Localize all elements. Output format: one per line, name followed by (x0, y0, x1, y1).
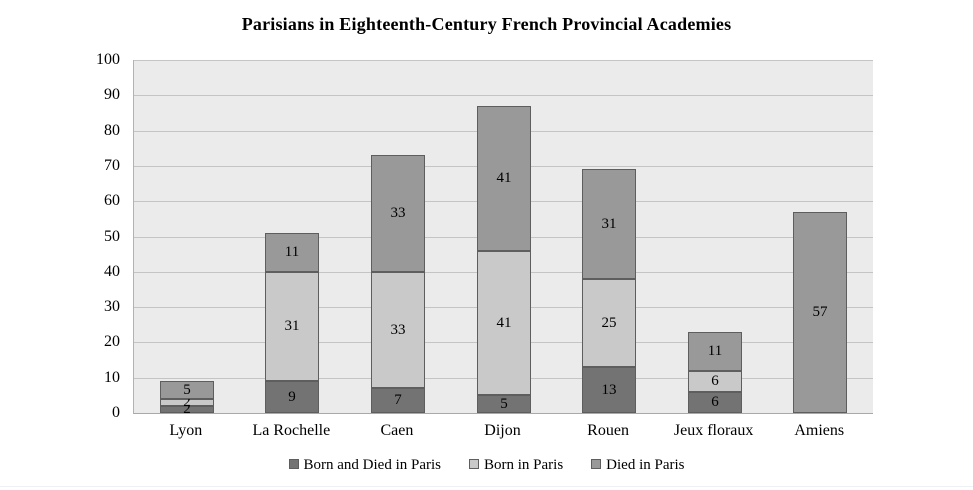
bar-segment: 11 (265, 233, 319, 272)
bar-value-label: 41 (496, 314, 512, 331)
bar-segment: 25 (582, 279, 636, 367)
y-tick-label: 80 (104, 121, 120, 139)
bar-value-label: 6 (711, 373, 719, 389)
bar-value-label: 7 (394, 392, 402, 408)
bar-segment: 41 (477, 106, 531, 251)
bottom-divider (0, 486, 973, 487)
bar-value-label: 11 (707, 343, 723, 359)
bar-segment: 5 (477, 395, 531, 413)
chart-title: Parisians in Eighteenth-Century French P… (241, 14, 732, 34)
y-tick-label: 90 (104, 86, 120, 104)
legend: Born and Died in Paris Born in Paris Died … (0, 457, 973, 474)
legend-swatch (468, 458, 479, 469)
bar-value-label: 13 (601, 381, 617, 398)
y-tick-label: 50 (104, 227, 120, 245)
bar-value-label: 2 (183, 394, 191, 410)
legend-swatch (591, 458, 602, 469)
bar-value-label: 31 (601, 215, 617, 232)
gridline (134, 60, 873, 61)
bar-value-label: 33 (390, 205, 406, 221)
bar-segment: 31 (265, 272, 319, 381)
bar-value-label: 33 (390, 321, 406, 338)
x-category-label: Amiens (794, 422, 845, 439)
bar-segment: 31 (582, 169, 636, 279)
y-tick-label: 60 (104, 192, 120, 210)
bar-segment: 33 (371, 272, 425, 388)
gridline (134, 95, 873, 96)
bar-segment: 13 (582, 367, 636, 413)
bar-value-label: 57 (812, 304, 828, 320)
bar-segment: 5 (160, 381, 214, 399)
x-category-label: Jeux floraux (673, 422, 754, 439)
bar-segment: 6 (688, 371, 742, 392)
bar-segment: 57 (793, 212, 847, 413)
bar-value-label: 6 (711, 394, 719, 410)
y-tick-label: 0 (112, 404, 120, 421)
bar-value-label: 9 (288, 388, 296, 405)
bar-segment: 2 (160, 395, 214, 410)
y-tick-label: 20 (104, 333, 120, 351)
y-tick-label: 70 (104, 156, 120, 174)
x-category-label: Dijon (484, 422, 521, 439)
x-category-label: Caen (380, 422, 414, 439)
legend-item: Died in Paris (591, 457, 684, 474)
x-category-label: Lyon (169, 422, 203, 439)
y-axis-labels: 0 10 20 30 40 50 60 70 80 90 100 (0, 0, 133, 490)
y-tick-label: 40 (104, 262, 120, 280)
legend-label: Born and Died in Paris (303, 457, 441, 473)
bar-value-label: 5 (500, 395, 508, 412)
x-axis-labels: Lyon La Rochelle Caen Dijon Rouen Jeux florau… (133, 422, 872, 446)
plot-area: 2 2 5 9 31 11 7 33 33 5 41 41 13 25 31 6 6 11 57 (133, 60, 873, 417)
y-tick-label: 100 (96, 51, 120, 68)
legend-label: Died in Paris (606, 457, 685, 473)
bar-segment: 33 (371, 155, 425, 272)
bar-value-label: 25 (601, 314, 617, 331)
x-category-label: La Rochelle (252, 422, 331, 439)
bar-segment: 41 (477, 251, 531, 395)
legend-swatch (288, 458, 299, 469)
bar-segment: 2 (160, 402, 214, 417)
bar-value-label: 41 (496, 170, 512, 186)
y-tick-label: 10 (104, 368, 120, 386)
legend-item: Born and Died in Paris (288, 457, 441, 474)
bar-segment: 6 (688, 392, 742, 413)
bar-value-label: 31 (284, 318, 300, 334)
y-tick-label: 30 (104, 298, 120, 316)
bar-segment: 11 (688, 332, 742, 371)
bar-value-label: 11 (284, 244, 300, 260)
legend-label: Born in Paris (483, 457, 564, 473)
x-category-label: Rouen (587, 422, 629, 439)
legend-item: Born in Paris (468, 457, 564, 474)
bar-value-label: 5 (183, 381, 191, 398)
bar-value-label: 2 (183, 401, 191, 417)
bar-segment: 7 (371, 388, 425, 413)
bar-segment: 9 (265, 381, 319, 413)
